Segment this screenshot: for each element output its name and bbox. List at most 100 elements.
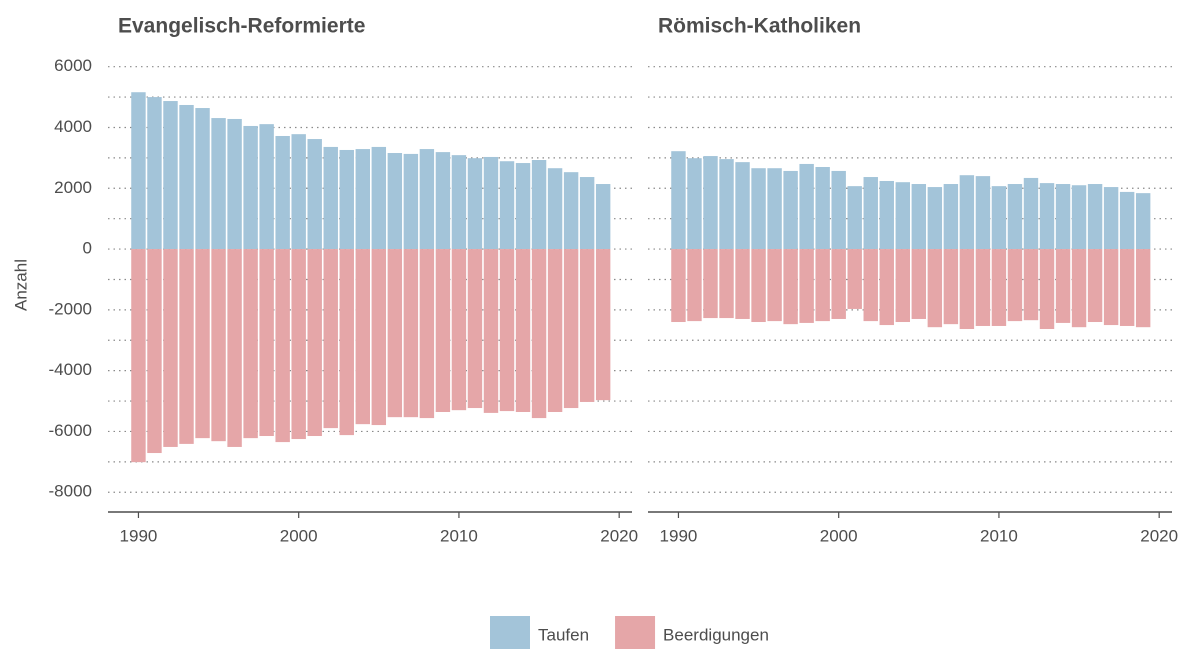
bar: [1055, 184, 1071, 250]
bar: [991, 249, 1007, 326]
x-tick-label: 1990: [660, 526, 698, 545]
bar: [1103, 249, 1119, 326]
bar: [815, 249, 830, 322]
y-tick-label: 6000: [54, 56, 92, 75]
x-tick-label: 2020: [600, 526, 638, 545]
bar: [371, 249, 387, 426]
bar: [863, 249, 878, 322]
bar: [419, 249, 435, 419]
legend-swatch: [490, 616, 530, 649]
bar: [563, 172, 579, 250]
bar: [831, 249, 846, 319]
legend-label: Taufen: [538, 625, 589, 644]
y-tick-label: -2000: [49, 299, 92, 318]
bar: [703, 156, 718, 250]
bar: [339, 249, 354, 436]
bar: [1023, 177, 1039, 250]
bar: [879, 180, 894, 250]
bar: [435, 152, 451, 250]
bar: [499, 249, 515, 412]
x-tick-label: 2010: [440, 526, 478, 545]
bar: [1071, 249, 1087, 328]
bar: [419, 149, 435, 250]
bar: [879, 249, 894, 326]
bar: [275, 135, 290, 250]
bar: [227, 118, 242, 250]
y-tick-label: -4000: [49, 360, 92, 379]
y-tick-label: -8000: [49, 482, 92, 501]
bar: [991, 186, 1007, 250]
bar: [719, 159, 734, 250]
x-tick-label: 2000: [280, 526, 318, 545]
bar: [1023, 249, 1039, 321]
bar: [595, 184, 611, 250]
bar: [1135, 193, 1151, 250]
bar: [1071, 185, 1087, 250]
bar: [451, 155, 467, 250]
bar: [403, 153, 419, 250]
bar: [291, 249, 306, 440]
bar: [483, 156, 499, 250]
bar: [1119, 191, 1135, 250]
bar: [815, 166, 830, 250]
bar: [163, 249, 178, 447]
bar: [735, 249, 750, 319]
bar: [515, 163, 531, 250]
bar: [515, 249, 531, 412]
bar: [1087, 249, 1103, 323]
bar: [531, 249, 547, 419]
bar: [163, 101, 178, 250]
bar: [323, 249, 338, 429]
bar: [1039, 249, 1055, 330]
y-axis-label: Anzahl: [11, 259, 30, 311]
x-tick-label: 1990: [120, 526, 158, 545]
bar: [499, 161, 515, 250]
bar: [783, 170, 798, 250]
bar: [259, 124, 274, 250]
bar: [1007, 249, 1023, 322]
bar: [547, 249, 563, 412]
panel-title: Römisch-Katholiken: [658, 15, 861, 38]
bar: [307, 249, 322, 437]
bar: [211, 118, 226, 250]
bar: [943, 249, 959, 325]
bar: [895, 249, 910, 323]
bar: [259, 249, 274, 437]
bar: [1007, 184, 1023, 250]
y-tick-label: 4000: [54, 117, 92, 136]
bar: [927, 249, 943, 328]
bar: [307, 139, 322, 250]
bar: [1119, 249, 1135, 326]
bar: [687, 158, 702, 250]
bar: [751, 168, 766, 250]
bar: [847, 249, 862, 309]
bar: [147, 249, 162, 454]
bar: [895, 182, 910, 250]
bar: [243, 249, 258, 439]
panel-title: Evangelisch-Reformierte: [118, 15, 365, 38]
bar: [211, 249, 226, 442]
bar: [703, 249, 718, 319]
bar: [483, 249, 499, 413]
bar: [355, 149, 370, 250]
y-tick-label: 2000: [54, 178, 92, 197]
bar: [911, 184, 927, 250]
y-tick-label: -6000: [49, 421, 92, 440]
bar: [783, 249, 798, 325]
bar: [179, 104, 194, 250]
bar: [291, 134, 306, 250]
bar: [911, 249, 927, 319]
bar: [579, 177, 595, 250]
bar: [467, 249, 483, 409]
bar: [671, 151, 686, 250]
bar: [863, 177, 878, 250]
bar: [403, 249, 419, 418]
bar: [1039, 183, 1055, 250]
bar: [959, 249, 975, 330]
bar: [1055, 249, 1071, 323]
bar: [719, 249, 734, 319]
bar: [147, 97, 162, 250]
bar: [959, 175, 975, 250]
x-tick-label: 2000: [820, 526, 858, 545]
